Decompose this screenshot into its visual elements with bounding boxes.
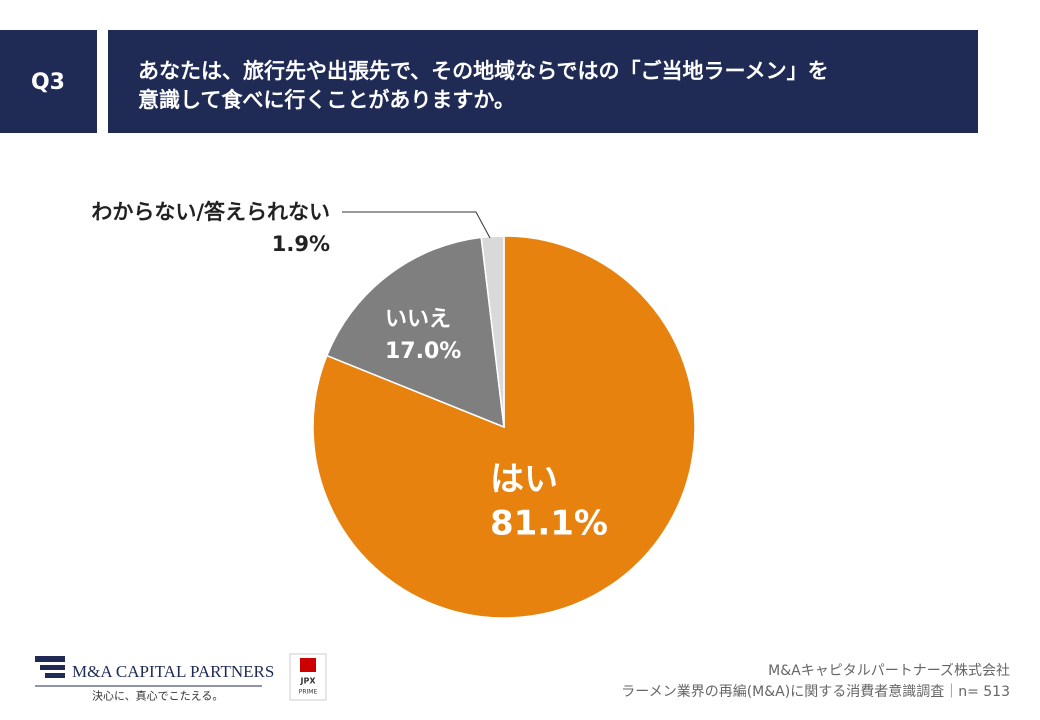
logo: M&A CAPITAL PARTNERS 決心に、真心でこたえる。 JPX PR…	[35, 653, 327, 703]
logo-tagline: 決心に、真心でこたえる。	[92, 689, 223, 703]
badge-mark	[300, 658, 316, 672]
slice-label: わからない/答えられない	[91, 200, 330, 224]
source: M&Aキャピタルパートナーズ株式会社	[768, 663, 1010, 679]
logo-text: M&A CAPITAL PARTNERS	[72, 662, 274, 681]
pie-slice	[480, 235, 505, 428]
logo-mark	[40, 665, 65, 670]
slice-label: いいえ	[385, 307, 451, 332]
slice-value: 81.1%	[490, 504, 608, 544]
header-label: Q3	[31, 70, 65, 95]
badge-box	[289, 653, 327, 701]
slice-value: 1.9%	[272, 232, 330, 256]
question-line: あなたは、旅行先や出張先で、その地域ならではの「ご当地ラーメン」を	[138, 59, 829, 83]
question-line: 意識して食べに行くことがありますか。	[138, 88, 515, 112]
slice-value: 17.0%	[385, 339, 461, 364]
badge-text: JPX	[299, 677, 316, 686]
source: ラーメン業界の再編(M&A)に関する消費者意識調査｜n= 513	[621, 683, 1010, 700]
pie	[312, 235, 696, 619]
logo-mark	[45, 673, 65, 678]
slice-label: はい	[490, 460, 558, 500]
pie-slice	[325, 236, 505, 429]
header-label-box	[0, 30, 97, 133]
badge-text: PRIME	[299, 689, 318, 696]
header-question-box	[108, 30, 978, 133]
logo-mark	[35, 656, 65, 662]
leader-line	[342, 211, 491, 239]
